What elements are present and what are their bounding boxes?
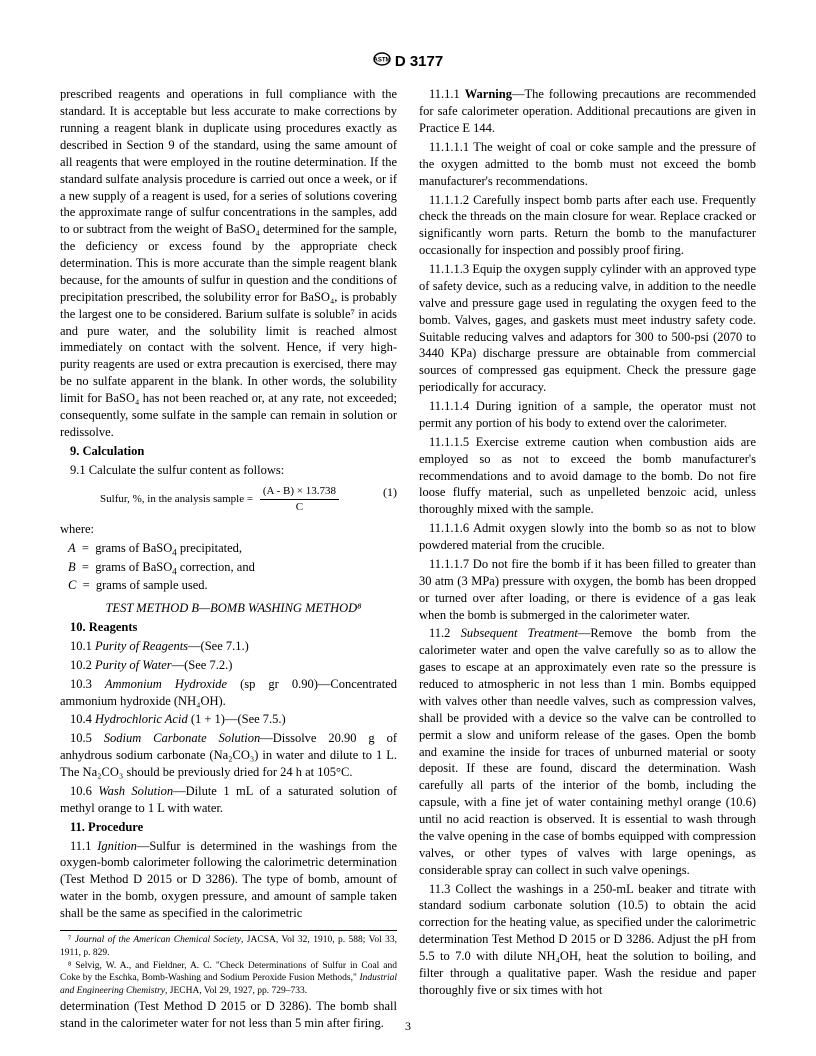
footnote-7: ⁷ Journal of the American Chemical Socie… xyxy=(60,934,397,960)
para-11-3: 11.3 Collect the washings in a 250-mL be… xyxy=(419,881,756,999)
para-10-2: 10.2 Purity of Water—(See 7.2.) xyxy=(60,657,397,674)
para-9-1: 9.1 Calculate the sulfur content as foll… xyxy=(60,462,397,479)
where-label: where: xyxy=(60,521,397,538)
method-b-head: TEST METHOD B—BOMB WASHING METHOD⁸ xyxy=(60,600,397,617)
para-11-1-1-3: 11.1.1.3 Equip the oxygen supply cylinde… xyxy=(419,261,756,396)
formula-numerator: (A - B) × 13.738 xyxy=(260,484,339,500)
body-columns: prescribed reagents and operations in fu… xyxy=(60,86,756,1031)
where-A: A = grams of BaSO4 precipitated, xyxy=(68,540,397,559)
para-11-1-1-7: 11.1.1.7 Do not fire the bomb if it has … xyxy=(419,556,756,624)
formula-label: Sulfur, %, in the analysis sample = xyxy=(100,493,253,505)
page: ASTM D 3177 prescribed reagents and oper… xyxy=(0,0,816,1056)
page-number: 3 xyxy=(0,1018,816,1034)
section-11-head: 11. Procedure xyxy=(60,819,397,836)
para-10-1: 10.1 Purity of Reagents—(See 7.1.) xyxy=(60,638,397,655)
footnote-8: ⁸ Selvig, W. A., and Fieldner, A. C. "Ch… xyxy=(60,960,397,998)
section-9-head: 9. Calculation xyxy=(60,443,397,460)
para-11-1-1-2: 11.1.1.2 Carefully inspect bomb parts af… xyxy=(419,192,756,260)
svg-text:ASTM: ASTM xyxy=(373,58,390,64)
para-continuation: prescribed reagents and operations in fu… xyxy=(60,86,397,440)
para-11-1-1-1: 11.1.1.1 The weight of coal or coke samp… xyxy=(419,139,756,190)
para-11-1: 11.1 Ignition—Sulfur is determined in th… xyxy=(60,838,397,922)
para-11-1-1-4: 11.1.1.4 During ignition of a sample, th… xyxy=(419,398,756,432)
para-10-6: 10.6 Wash Solution—Dilute 1 mL of a satu… xyxy=(60,783,397,817)
designation: D 3177 xyxy=(395,53,443,70)
astm-logo-icon: ASTM xyxy=(373,52,391,72)
formula-denominator: C xyxy=(260,500,339,515)
para-10-3: 10.3 Ammonium Hydroxide (sp gr 0.90)—Con… xyxy=(60,676,397,710)
page-header: ASTM D 3177 xyxy=(60,52,756,72)
equation-number: (1) xyxy=(383,484,397,500)
para-11-1-1-5: 11.1.1.5 Exercise extreme caution when c… xyxy=(419,434,756,518)
para-11-1-1: 11.1.1 Warning—The following precautions… xyxy=(419,86,756,137)
section-10-head: 10. Reagents xyxy=(60,619,397,636)
para-10-4: 10.4 Hydrochloric Acid (1 + 1)—(See 7.5.… xyxy=(60,711,397,728)
footnotes: ⁷ Journal of the American Chemical Socie… xyxy=(60,930,397,998)
formula-1: Sulfur, %, in the analysis sample = (A -… xyxy=(60,484,397,515)
para-10-5: 10.5 Sodium Carbonate Solution—Dissolve … xyxy=(60,730,397,781)
where-B: B = grams of BaSO4 correction, and xyxy=(68,559,397,578)
para-11-1-1-6: 11.1.1.6 Admit oxygen slowly into the bo… xyxy=(419,520,756,554)
para-11-2: 11.2 Subsequent Treatment—Remove the bom… xyxy=(419,625,756,878)
where-list: where: A = grams of BaSO4 precipitated, … xyxy=(60,521,397,594)
where-C: C = grams of sample used. xyxy=(68,577,397,594)
